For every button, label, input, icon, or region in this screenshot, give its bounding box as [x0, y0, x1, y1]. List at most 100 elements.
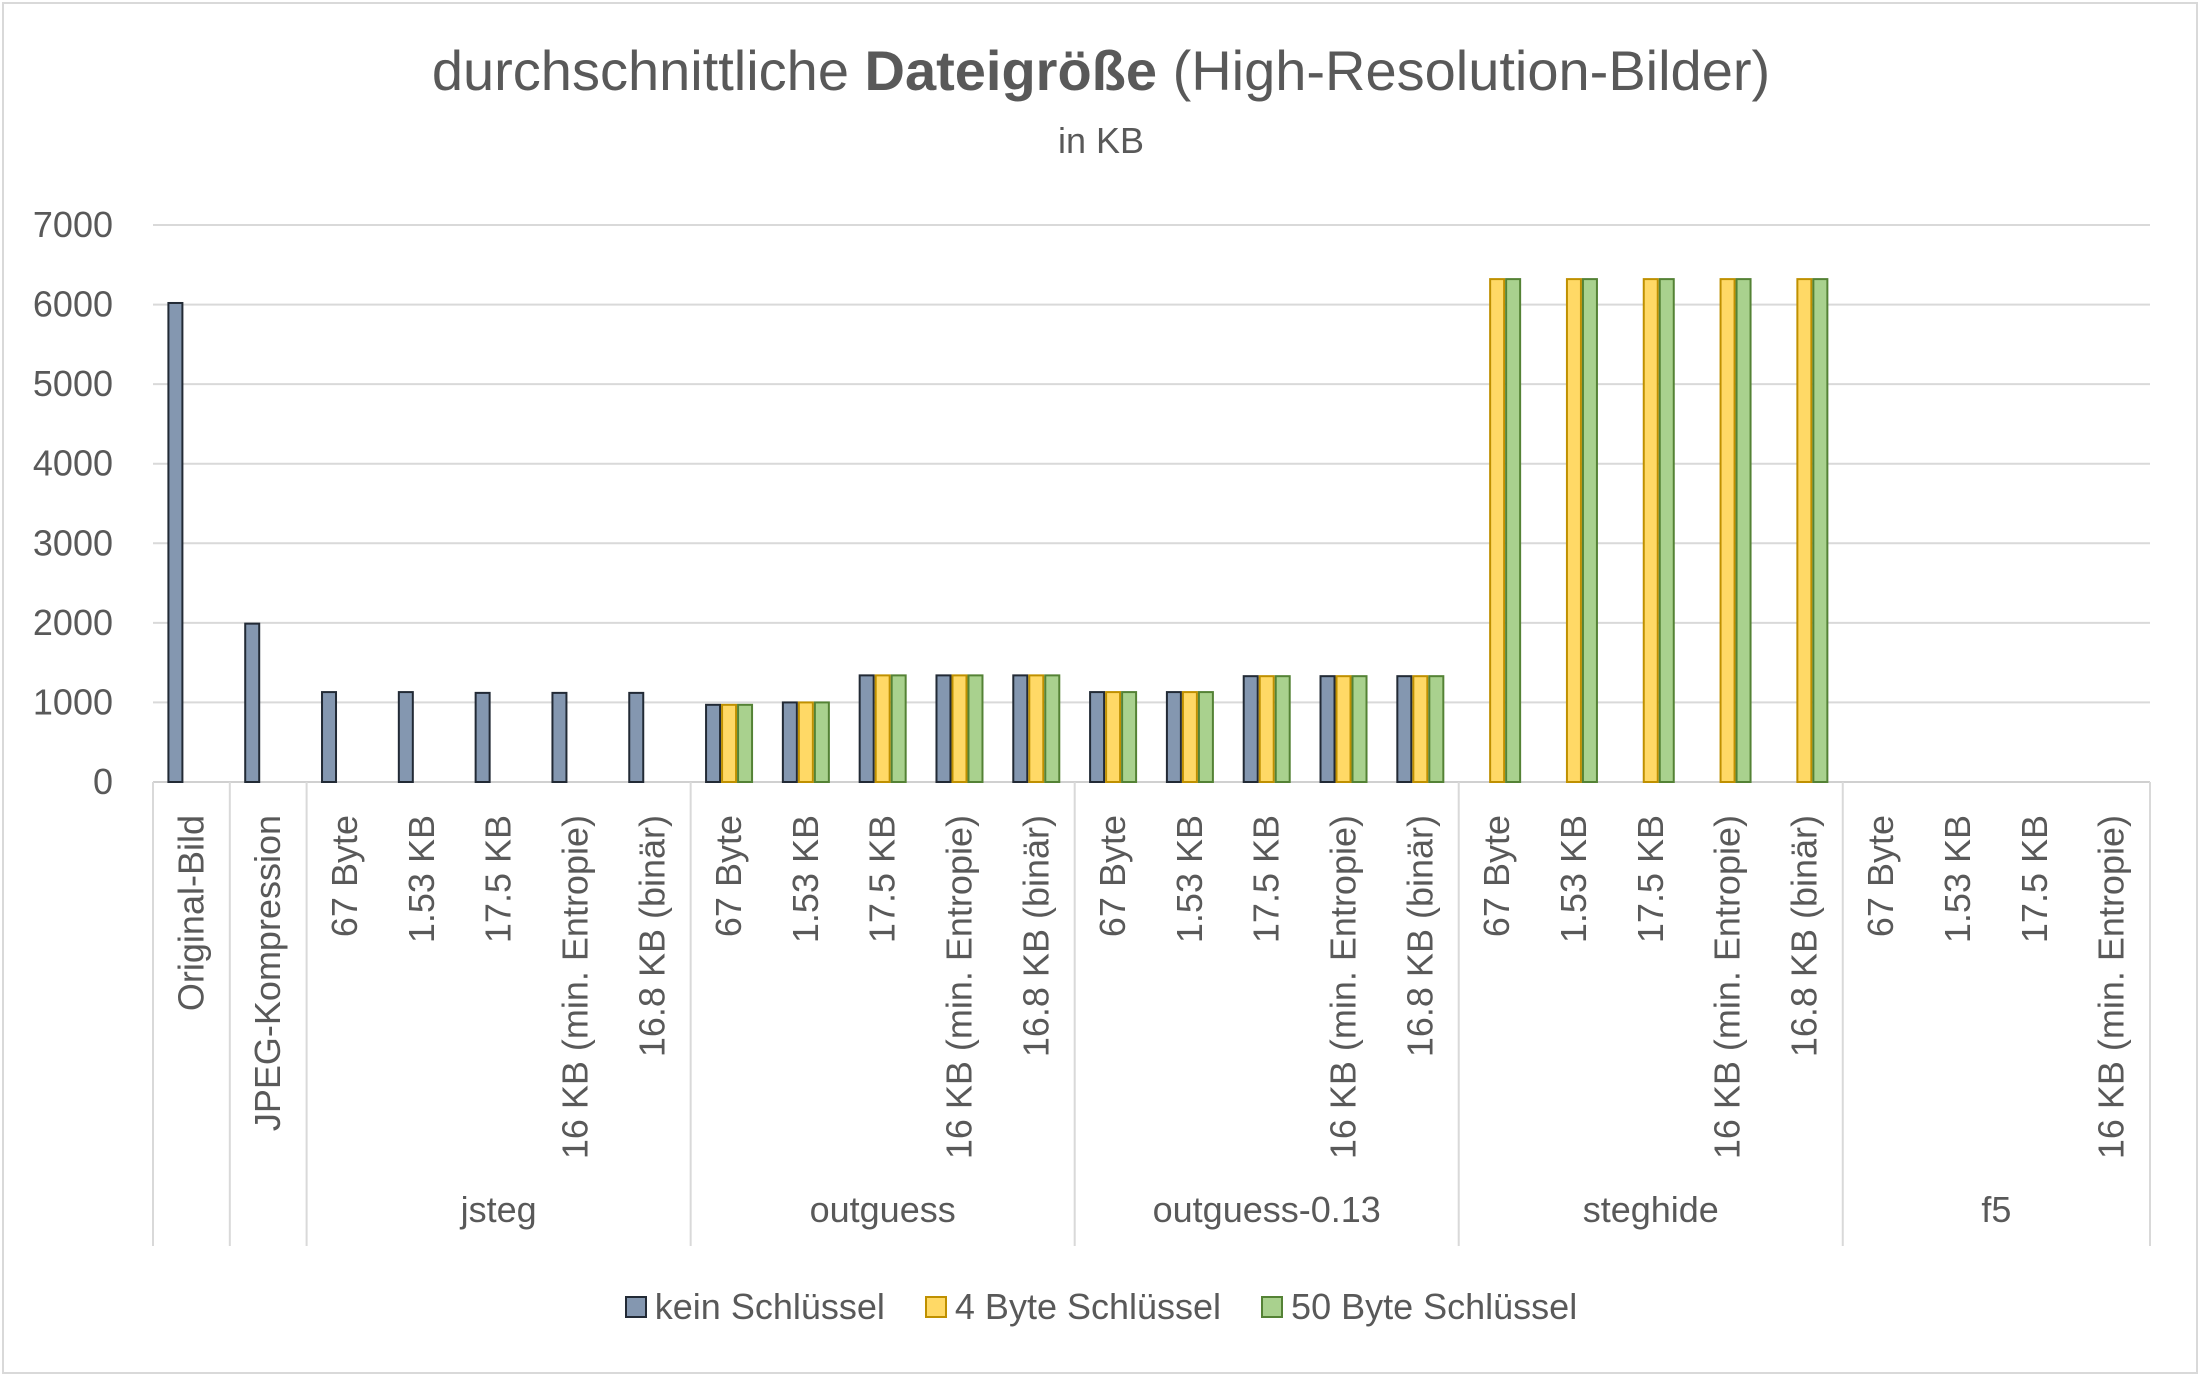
y-tick-label: 0: [93, 761, 113, 802]
y-tick-label: 7000: [33, 204, 113, 245]
bar: [1028, 674, 1045, 783]
category-label: 67 Byte: [1092, 815, 1133, 937]
bar: [1489, 278, 1506, 783]
category-label: 67 Byte: [324, 815, 365, 937]
group-label: outguess-0.13: [1153, 1189, 1381, 1230]
bar: [1121, 691, 1138, 783]
category-label: 16.8 KB (binär): [631, 815, 672, 1057]
category-label: 16 KB (min. Entropie): [1323, 815, 1364, 1159]
bar: [1428, 675, 1445, 783]
bar: [1412, 675, 1429, 783]
bar: [1319, 675, 1336, 783]
chart-title-suffix: (High-Resolution-Bilder): [1157, 39, 1771, 102]
legend-item-50-byte: 50 Byte Schlüssel: [1261, 1286, 1577, 1328]
bar: [781, 701, 798, 784]
legend-swatch-4-byte: [924, 1296, 947, 1318]
bar: [321, 691, 338, 783]
bar: [1351, 675, 1368, 783]
bar: [1812, 278, 1829, 783]
bar: [1044, 674, 1061, 783]
y-tick-label: 5000: [33, 363, 113, 404]
bar: [1658, 278, 1675, 783]
bar: [551, 691, 568, 784]
bar: [1796, 278, 1813, 783]
legend-swatch-kein-schluessel: [624, 1296, 647, 1318]
bar: [967, 674, 984, 783]
bar: [1258, 675, 1275, 783]
bar: [935, 674, 952, 783]
legend-item-4-byte: 4 Byte Schlüssel: [924, 1286, 1222, 1328]
group-label: f5: [1981, 1189, 2011, 1230]
category-label: 16 KB (min. Entropie): [2091, 815, 2132, 1159]
category-label: 17.5 KB: [1246, 815, 1287, 943]
bar: [167, 301, 184, 783]
category-label: 1.53 KB: [785, 815, 826, 943]
category-label: 1.53 KB: [1169, 815, 1210, 943]
legend-label-50-byte: 50 Byte Schlüssel: [1291, 1286, 1578, 1327]
bar: [951, 674, 968, 783]
category-label: 1.53 KB: [1553, 815, 1594, 943]
category-label: 17.5 KB: [862, 815, 903, 943]
bar: [1565, 278, 1582, 783]
bar: [1165, 691, 1182, 783]
bar: [1335, 675, 1352, 783]
legend: kein Schlüssel 4 Byte Schlüssel 50 Byte …: [0, 1286, 2202, 1328]
bar: [1197, 691, 1214, 783]
group-label: outguess: [810, 1189, 956, 1230]
bar: [1581, 278, 1598, 783]
category-label: 17.5 KB: [478, 815, 519, 943]
bar: [628, 691, 645, 784]
category-label: JPEG-Kompression: [247, 815, 288, 1131]
bar: [858, 674, 875, 783]
category-label: 17.5 KB: [1630, 815, 1671, 943]
y-tick-label: 6000: [33, 284, 113, 325]
y-tick-label: 4000: [33, 443, 113, 484]
bar: [244, 622, 261, 783]
bar: [1505, 278, 1522, 783]
bar: [1181, 691, 1198, 783]
legend-item-kein-schluessel: kein Schlüssel: [624, 1286, 885, 1328]
chart-subtitle: in KB: [1057, 120, 1145, 161]
bar: [397, 691, 414, 783]
legend-swatch-50-byte: [1261, 1296, 1284, 1318]
bar: [1242, 675, 1259, 783]
group-label: steghide: [1583, 1189, 1719, 1230]
chart-title-prefix: durchschnittliche: [431, 39, 865, 102]
bar: [474, 691, 491, 784]
bar: [1012, 674, 1029, 783]
y-tick-label: 2000: [33, 602, 113, 643]
group-label: jsteg: [460, 1189, 537, 1230]
bar: [1396, 675, 1413, 783]
category-label: 1.53 KB: [401, 815, 442, 943]
category-label: 16 KB (min. Entropie): [938, 815, 979, 1159]
category-label: 16.8 KB (binär): [1015, 815, 1056, 1057]
bar: [813, 701, 830, 784]
category-label: Original-Bild: [170, 815, 211, 1011]
legend-label-4-byte: 4 Byte Schlüssel: [954, 1286, 1222, 1327]
chart-title: durchschnittliche Dateigröße (High-Resol…: [0, 38, 2202, 103]
bar: [890, 674, 907, 783]
bar: [705, 703, 722, 784]
bar: [797, 701, 814, 784]
category-label: 67 Byte: [1476, 815, 1517, 937]
bar: [721, 703, 738, 784]
category-label: 16.8 KB (binär): [1399, 815, 1440, 1057]
bar: [1105, 691, 1122, 783]
category-label: 67 Byte: [1860, 815, 1901, 937]
bar: [737, 703, 754, 784]
bar: [1089, 691, 1106, 783]
category-label: 16 KB (min. Entropie): [554, 815, 595, 1159]
category-label: 16 KB (min. Entropie): [1707, 815, 1748, 1159]
bar: [874, 674, 891, 783]
chart-title-bold: Dateigröße: [864, 39, 1158, 102]
bar: [1642, 278, 1659, 783]
bar: [1719, 278, 1736, 783]
category-label: 67 Byte: [708, 815, 749, 937]
category-label: 17.5 KB: [2014, 815, 2055, 943]
y-tick-label: 3000: [33, 522, 113, 563]
bar: [1274, 675, 1291, 783]
category-label: 16.8 KB (binär): [1783, 815, 1824, 1057]
bar: [1735, 278, 1752, 783]
